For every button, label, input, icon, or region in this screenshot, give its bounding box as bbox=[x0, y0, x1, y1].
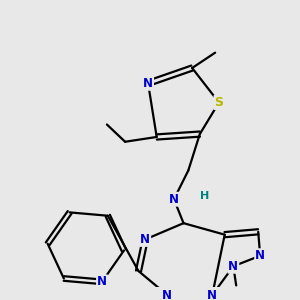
Text: N: N bbox=[97, 275, 107, 288]
Text: N: N bbox=[207, 289, 217, 300]
Text: H: H bbox=[200, 191, 209, 201]
Text: N: N bbox=[140, 233, 150, 246]
Text: N: N bbox=[228, 260, 238, 273]
Text: N: N bbox=[255, 249, 265, 262]
Text: S: S bbox=[214, 96, 224, 109]
Text: N: N bbox=[162, 289, 172, 300]
Text: N: N bbox=[169, 193, 179, 206]
Text: N: N bbox=[143, 77, 153, 90]
